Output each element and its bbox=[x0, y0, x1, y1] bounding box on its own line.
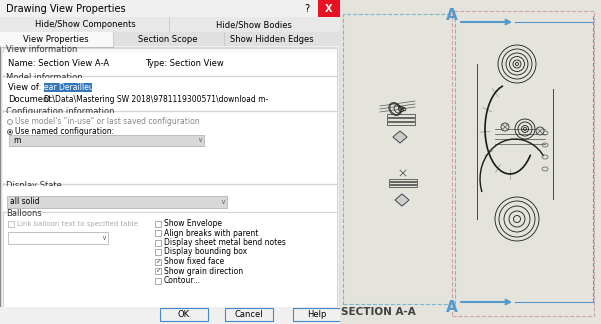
Polygon shape bbox=[395, 194, 409, 206]
Text: OK: OK bbox=[178, 310, 190, 319]
Text: Section Scope: Section Scope bbox=[138, 34, 198, 43]
Bar bbox=[8, 232, 108, 244]
Bar bbox=[387, 118, 415, 121]
Text: Cancel: Cancel bbox=[234, 310, 263, 319]
Text: m: m bbox=[13, 136, 20, 145]
Text: Contour...: Contour... bbox=[164, 276, 201, 285]
Text: Display sheet metal bend notes: Display sheet metal bend notes bbox=[164, 238, 286, 247]
Text: Use model's "in-use" or last saved configuration: Use model's "in-use" or last saved confi… bbox=[15, 118, 200, 126]
Text: Display bounding box: Display bounding box bbox=[164, 248, 247, 257]
Polygon shape bbox=[393, 131, 407, 143]
Bar bbox=[0, 32, 113, 47]
Bar bbox=[224, 32, 225, 46]
Text: Use named configuration:: Use named configuration: bbox=[15, 128, 114, 136]
Bar bbox=[8, 221, 14, 227]
Text: Help: Help bbox=[307, 310, 327, 319]
Text: Show Envelope: Show Envelope bbox=[164, 219, 222, 228]
Bar bbox=[113, 32, 114, 46]
Bar bbox=[343, 14, 455, 304]
Bar bbox=[3, 48, 337, 76]
Text: Display State: Display State bbox=[6, 180, 62, 190]
Bar bbox=[389, 184, 417, 187]
Bar bbox=[155, 268, 161, 274]
Bar bbox=[0, 32, 340, 46]
Text: A: A bbox=[446, 8, 458, 24]
Bar bbox=[155, 230, 161, 236]
Bar bbox=[155, 277, 161, 284]
Bar bbox=[3, 186, 337, 211]
Bar bbox=[155, 259, 161, 264]
Bar bbox=[3, 111, 337, 184]
Ellipse shape bbox=[501, 123, 509, 131]
Text: Rear Derailleur: Rear Derailleur bbox=[39, 83, 97, 92]
Text: Drawing View Properties: Drawing View Properties bbox=[6, 4, 126, 14]
Bar bbox=[3, 212, 337, 307]
Text: View Properties: View Properties bbox=[23, 34, 89, 43]
Polygon shape bbox=[393, 131, 407, 143]
Bar bbox=[155, 249, 161, 255]
Bar bbox=[389, 181, 417, 184]
Bar bbox=[387, 122, 415, 125]
Text: View of:: View of: bbox=[8, 83, 41, 91]
Text: Model information: Model information bbox=[6, 73, 82, 82]
Text: Link balloon text to specified table: Link balloon text to specified table bbox=[17, 221, 138, 227]
Bar bbox=[0, 307, 340, 324]
Bar bbox=[225, 308, 273, 321]
Bar bbox=[169, 17, 170, 32]
Text: ∨: ∨ bbox=[102, 235, 106, 241]
Text: Type: Section View: Type: Section View bbox=[145, 60, 224, 68]
Text: View information: View information bbox=[6, 45, 78, 54]
Bar bbox=[3, 113, 337, 183]
Text: D:\Data\Mastering SW 2018\9781119300571\download m-: D:\Data\Mastering SW 2018\9781119300571\… bbox=[44, 96, 268, 105]
Bar bbox=[387, 114, 415, 117]
Text: Document:: Document: bbox=[8, 96, 54, 105]
Bar bbox=[0, 17, 340, 32]
Bar bbox=[3, 184, 337, 212]
Text: all solid: all solid bbox=[10, 198, 40, 206]
Text: Show grain direction: Show grain direction bbox=[164, 267, 243, 275]
Text: ✓: ✓ bbox=[156, 259, 160, 264]
Text: Configuration information: Configuration information bbox=[6, 108, 115, 117]
Polygon shape bbox=[395, 194, 409, 206]
Text: X: X bbox=[325, 4, 333, 14]
Text: Name: Section View A-A: Name: Section View A-A bbox=[8, 60, 109, 68]
Bar bbox=[3, 47, 337, 307]
Ellipse shape bbox=[9, 131, 11, 133]
Bar bbox=[293, 308, 341, 321]
Text: SECTION A-A: SECTION A-A bbox=[341, 307, 415, 317]
Bar bbox=[3, 53, 337, 75]
Text: ✓: ✓ bbox=[156, 269, 160, 273]
Bar bbox=[389, 179, 417, 181]
Ellipse shape bbox=[536, 127, 544, 135]
Text: Show fixed face: Show fixed face bbox=[164, 257, 224, 266]
Text: Hide/Show Components: Hide/Show Components bbox=[35, 20, 135, 29]
Bar bbox=[7, 196, 227, 208]
Bar bbox=[155, 239, 161, 246]
Text: Hide/Show Bodies: Hide/Show Bodies bbox=[216, 20, 292, 29]
Text: A: A bbox=[446, 300, 458, 316]
Bar bbox=[318, 0, 340, 17]
Bar bbox=[3, 78, 337, 110]
Text: Align breaks with parent: Align breaks with parent bbox=[164, 228, 258, 237]
Text: ?: ? bbox=[305, 4, 310, 14]
Text: ∨: ∨ bbox=[198, 137, 203, 144]
Text: Show Hidden Edges: Show Hidden Edges bbox=[230, 34, 314, 43]
Text: Balloons: Balloons bbox=[6, 209, 41, 217]
Bar bbox=[44, 83, 92, 92]
Bar bbox=[160, 308, 208, 321]
Text: ∨: ∨ bbox=[221, 199, 225, 205]
Bar bbox=[452, 11, 594, 316]
Bar bbox=[155, 221, 161, 226]
Bar bbox=[0, 0, 340, 17]
Bar bbox=[3, 76, 337, 111]
Bar bbox=[9, 135, 204, 146]
Bar bbox=[0, 32, 113, 46]
